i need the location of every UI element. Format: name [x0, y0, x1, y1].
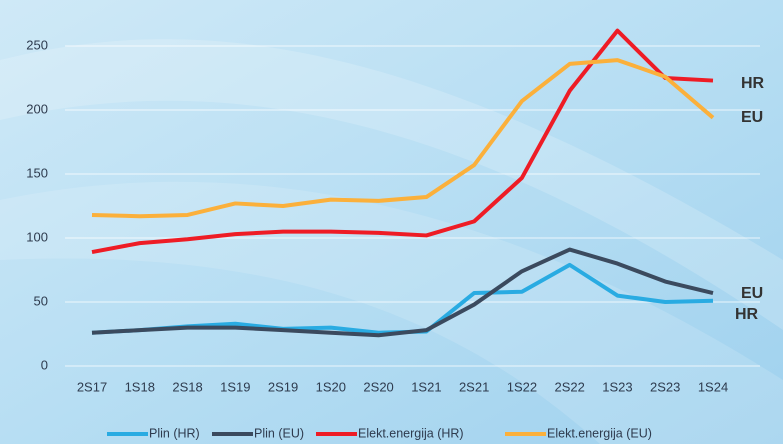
- background-swoosh: [0, 181, 783, 444]
- x-tick-label: 1S22: [507, 379, 537, 394]
- line-series: [91, 58, 715, 219]
- y-tick-label: 250: [26, 37, 48, 52]
- x-tick-label: 1S24: [698, 379, 728, 394]
- annotation: EU: [741, 109, 763, 126]
- x-tick-label: 2S18: [172, 379, 202, 394]
- legend-label: Elekt.energija (EU): [547, 426, 652, 440]
- line-series: [91, 28, 714, 255]
- y-tick-label: 50: [34, 293, 48, 308]
- x-tick-label: 2S20: [363, 379, 393, 394]
- x-tick-label: 2S22: [555, 379, 585, 394]
- x-tick-label: 2S23: [650, 379, 680, 394]
- x-tick-label: 2S21: [459, 379, 489, 394]
- y-tick-label: 150: [26, 165, 48, 180]
- x-tick-label: 2S19: [268, 379, 298, 394]
- x-tick-label: 1S20: [316, 379, 346, 394]
- x-tick-label: 1S19: [220, 379, 250, 394]
- background-swoosh: [0, 39, 783, 331]
- annotation: HR: [741, 75, 765, 92]
- x-tick-label: 1S18: [125, 379, 155, 394]
- line-series: [91, 247, 714, 338]
- legend-label: Elekt.energija (HR): [358, 426, 464, 440]
- annotation: HR: [735, 306, 759, 323]
- legend-label: Plin (EU): [254, 426, 304, 440]
- y-tick-label: 100: [26, 229, 48, 244]
- x-tick-label: 1S23: [602, 379, 632, 394]
- y-tick-label: 0: [41, 357, 48, 372]
- x-tick-label: 2S17: [77, 379, 107, 394]
- annotation: EU: [741, 285, 763, 302]
- x-tick-label: 1S21: [411, 379, 441, 394]
- legend-label: Plin (HR): [149, 426, 200, 440]
- y-tick-label: 200: [26, 101, 48, 116]
